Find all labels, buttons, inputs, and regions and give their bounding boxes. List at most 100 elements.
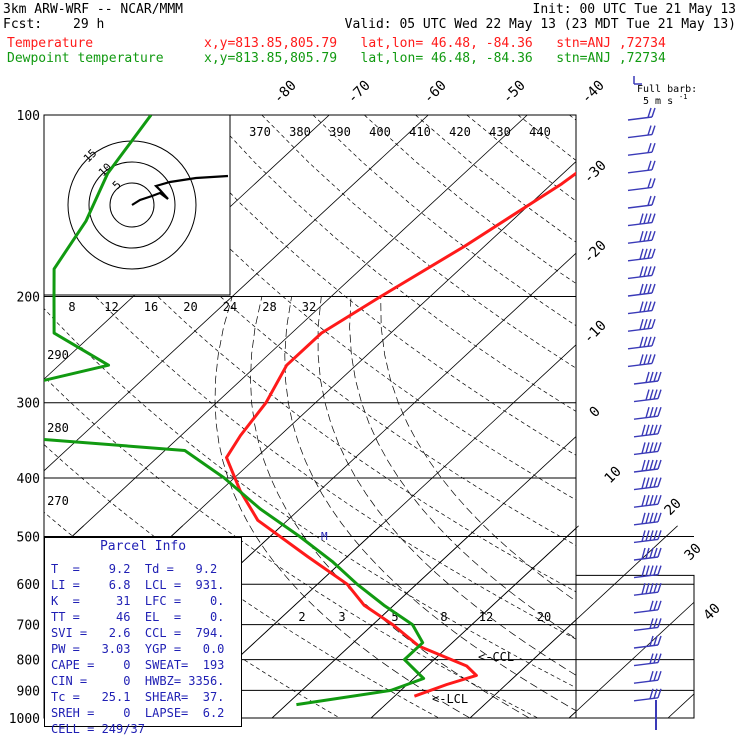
mixing-label-bottom-12: 12	[479, 610, 493, 624]
hodograph-ring-5	[109, 182, 155, 228]
wind-barb-feather	[641, 424, 646, 436]
wind-barb	[633, 653, 662, 667]
wind-barb	[633, 670, 662, 684]
mixing-label-bottom-3: 3	[338, 610, 345, 624]
wind-barb-feather	[649, 670, 654, 682]
wind-barb-feather	[657, 565, 662, 575]
isotherm-label--40: -40	[579, 78, 608, 107]
wind-barb-feather	[649, 424, 654, 436]
parcel-info-row: CIN = 0 HWBZ= 3356.	[51, 674, 225, 688]
isotherm-label-10: 10	[602, 464, 625, 487]
wind-barb-feather	[653, 582, 658, 593]
wind-barb-feather	[647, 336, 652, 347]
lower-frame	[575, 536, 695, 719]
mixing-label-top-20: 20	[183, 300, 197, 314]
parcel-info-row: TT = 46 EL = 0.	[51, 610, 225, 624]
wind-barb	[633, 635, 662, 649]
wind-barb	[633, 371, 662, 385]
wind-barb-feather	[653, 371, 658, 382]
wind-barb-feather	[649, 547, 654, 559]
wind-barb-feather	[645, 583, 650, 594]
wind-barb	[633, 424, 662, 438]
wind-barb-feather	[657, 406, 662, 417]
parcel-marker: M	[321, 530, 328, 543]
wind-barb-feather	[639, 354, 644, 366]
plot-frame	[43, 114, 577, 719]
wind-barb-feather	[651, 266, 656, 276]
full-barb-value: 5 m s	[643, 96, 673, 107]
wind-barb-feather	[641, 512, 646, 524]
parcel-info-row: SREH = 0 LAPSE= 6.2	[51, 706, 225, 720]
wind-barb-feather	[647, 213, 652, 224]
wind-barb-feather	[641, 583, 646, 595]
wind-barb-feather	[639, 319, 644, 330]
theta-label-390: 390	[329, 125, 351, 139]
full-barb-exponent: -1	[679, 93, 687, 101]
mixing-label-top-16: 16	[144, 300, 158, 314]
wind-barb-feather	[647, 230, 652, 241]
wind-barb-feather	[653, 406, 658, 417]
dry-adiabat-310	[44, 168, 576, 593]
wind-barb-feather	[647, 283, 652, 294]
wind-barb	[633, 565, 662, 579]
wind-barb-feather	[643, 283, 648, 295]
isotherm-label-20: 20	[662, 496, 685, 519]
wind-barb	[627, 178, 656, 192]
wind-barb-feather	[649, 582, 654, 594]
wind-barb	[633, 459, 662, 473]
wind-barb-feather	[647, 195, 652, 206]
isotherm-20	[668, 115, 740, 718]
dry-adiabat-450	[723, 115, 740, 718]
dewpoint-legend: Dewpoint temperature	[7, 51, 164, 66]
dry-adiabat-label-290: 290	[47, 348, 69, 362]
wind-barb-feather	[657, 512, 662, 523]
dry-adiabat-390	[415, 115, 576, 243]
dry-adiabat-440	[672, 115, 740, 718]
wind-barb-feather	[657, 371, 662, 382]
wind-barb-feather	[651, 178, 656, 188]
wind-barb-feather	[657, 547, 662, 558]
wind-barb	[627, 266, 656, 280]
wind-barb-feather	[651, 283, 656, 294]
wind-barb-feather	[643, 354, 648, 365]
dry-adiabat-430	[621, 115, 740, 718]
wind-barb-feather	[639, 283, 644, 295]
pressure-label-400: 400	[17, 472, 40, 487]
temperature-location: x,y=813.85,805.79 lat,lon= 46.48, -84.36…	[204, 36, 666, 51]
wind-barb-feather	[647, 125, 652, 136]
wind-barb	[627, 160, 656, 174]
wind-barb	[627, 213, 656, 227]
wind-barb-feather	[653, 424, 658, 435]
wind-barb-feather	[649, 565, 654, 576]
wind-barb-feather	[653, 600, 658, 611]
wind-barb-feather	[653, 653, 658, 664]
wind-barb-feather	[647, 142, 652, 153]
wind-barb	[633, 512, 662, 526]
isotherm--60	[44, 115, 528, 563]
mixing-label-top-12: 12	[104, 300, 118, 314]
wind-barb-feather	[649, 653, 654, 664]
wind-barb-feather	[657, 494, 662, 505]
temperature-legend: Temperature	[7, 36, 94, 51]
isotherm-label--80: -80	[271, 78, 300, 107]
pressure-label-600: 600	[17, 578, 40, 593]
wind-barb-feather	[647, 248, 652, 259]
wind-barb	[633, 477, 662, 491]
dry-adiabat-400	[466, 115, 576, 202]
wind-barb-feather	[643, 301, 648, 312]
wind-barb-feather	[639, 213, 644, 225]
isotherm-label--60: -60	[421, 78, 450, 107]
parcel-info-row: K = 31 LFC = 0.	[51, 594, 225, 608]
ccl-annotation: <-CCL	[478, 650, 514, 664]
wind-barb-feather	[645, 565, 650, 577]
hodograph-ring-10	[88, 161, 176, 249]
wind-barb-feather	[649, 688, 654, 700]
wind-barb-feather	[653, 618, 658, 629]
wind-barb	[633, 442, 662, 456]
wind-barb-feather	[653, 635, 658, 646]
wind-barb-feather	[651, 354, 656, 364]
dry-adiabat-label-270: 270	[47, 494, 69, 508]
pressure-label-1000: 1000	[9, 712, 40, 727]
wind-barb	[627, 318, 656, 332]
wind-barb	[627, 125, 656, 139]
